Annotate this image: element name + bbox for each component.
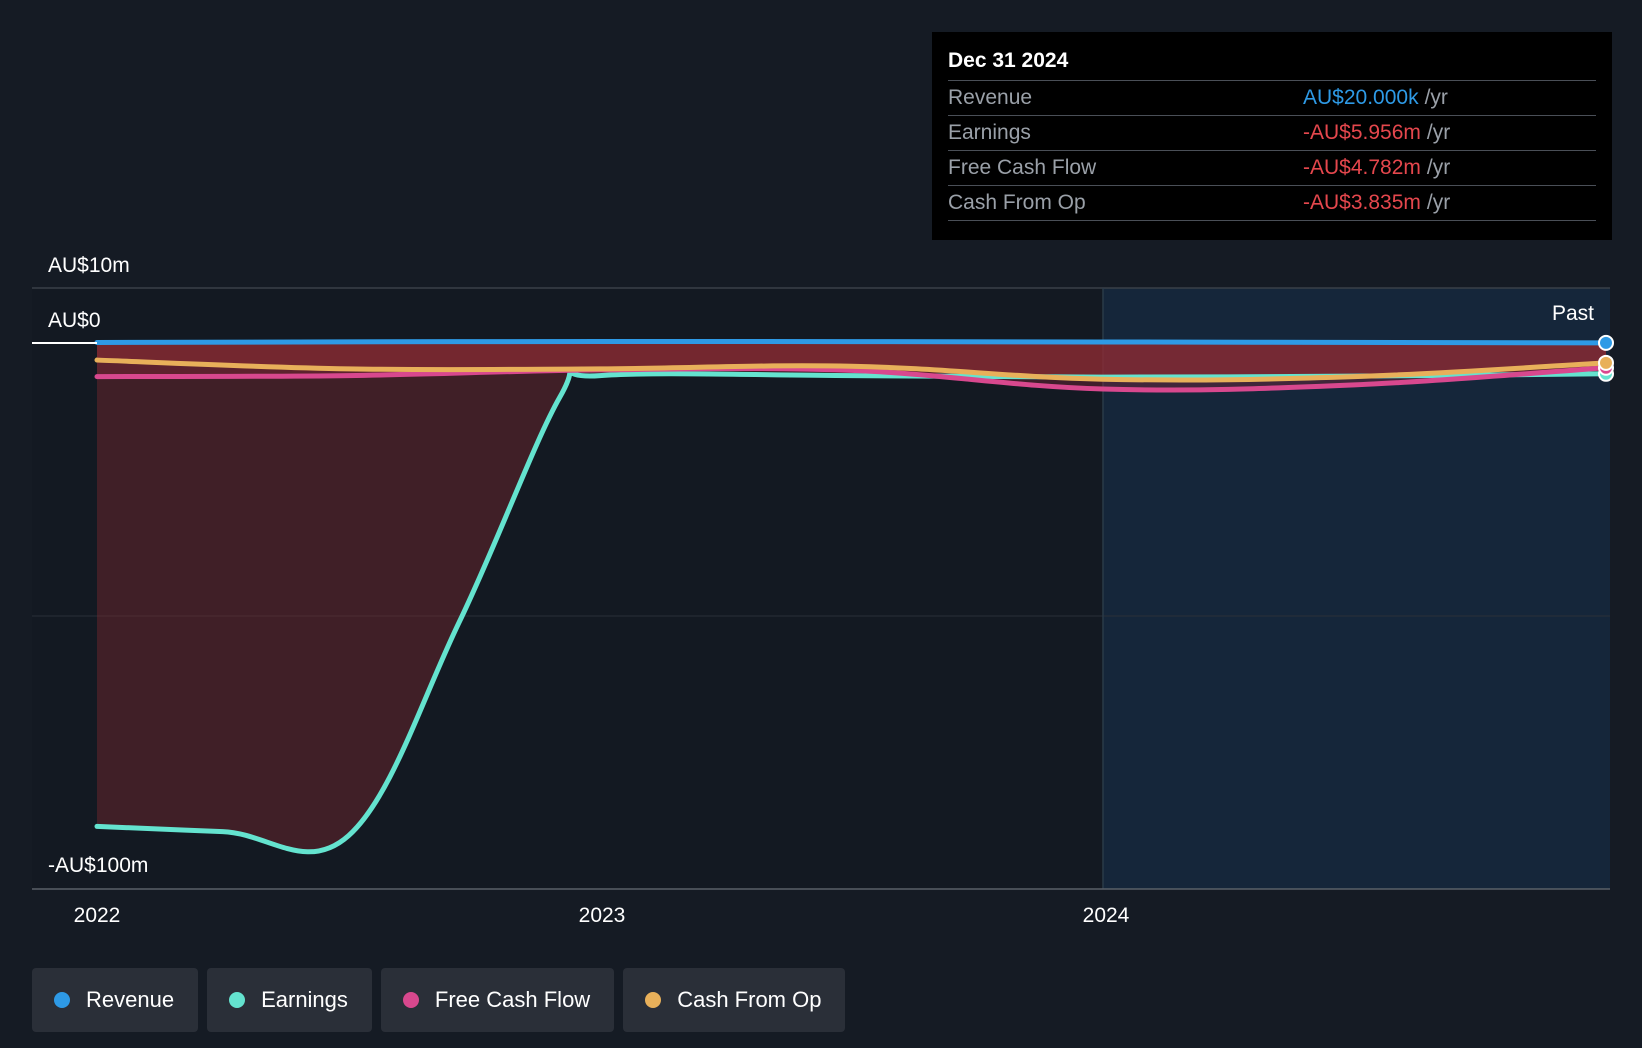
tooltip-value: -AU$5.956m [1303,121,1421,144]
legend-item-free-cash-flow[interactable]: Free Cash Flow [380,968,615,1032]
legend-item-cash-from-op[interactable]: Cash From Op [623,968,846,1032]
tooltip-unit: /yr [1426,121,1451,144]
legend-item-revenue[interactable]: Revenue [32,968,199,1032]
revenue-line [94,338,1609,346]
legend-dot-icon [402,992,419,1008]
tooltip-row-revenue: Revenue AU$20.000k /yr [948,81,1596,116]
tooltip-value: -AU$4.782m [1303,156,1421,179]
legend-dot-icon [645,992,662,1008]
x-tick-2022: 2022 [74,904,121,927]
tooltip-date: Dec 31 2024 [948,46,1596,81]
y-tick-zero: AU$0 [48,309,101,332]
x-tick-2023: 2023 [579,904,626,927]
legend-dot-icon [54,992,70,1008]
y-tick-top: AU$10m [48,254,130,277]
tooltip: Dec 31 2024 Revenue AU$20.000k /yr Earni… [932,32,1612,240]
tooltip-value: -AU$3.835m [1303,191,1421,214]
cash-from-op-end-point[interactable] [1598,354,1614,371]
free-cash-flow-line [94,365,1609,393]
cash-from-op-area [97,343,1606,381]
cash-from-op-line [94,357,1609,383]
legend-label: Free Cash Flow [434,987,591,1012]
earnings-area [97,343,1606,852]
tooltip-row-free-cash-flow: Free Cash Flow -AU$4.782m /yr [948,151,1596,186]
past-label: Past [1552,302,1594,325]
tooltip-unit: /yr [1426,191,1451,214]
tooltip-label: Earnings [948,121,1031,144]
x-tick-2024: 2024 [1083,904,1130,927]
y-tick-bottom: -AU$100m [48,854,148,877]
legend-label: Revenue [86,987,175,1012]
tooltip-unit: /yr [1426,156,1451,179]
legend-dot-icon [229,992,246,1008]
legend-label: Earnings [261,987,348,1012]
legend: Revenue Earnings Free Cash Flow Cash Fro… [32,968,846,1032]
tooltip-unit: /yr [1424,86,1448,109]
legend-item-earnings[interactable]: Earnings [207,968,372,1032]
tooltip-label: Revenue [948,86,1033,109]
tooltip-label: Free Cash Flow [948,156,1097,179]
tooltip-row-cash-from-op: Cash From Op -AU$3.835m /yr [948,186,1596,221]
tooltip-row-earnings: Earnings -AU$5.956m /yr [948,116,1596,151]
legend-label: Cash From Op [677,987,822,1012]
revenue-end-point[interactable] [1598,334,1614,351]
tooltip-label: Cash From Op [948,191,1086,214]
tooltip-value: AU$20.000k [1303,86,1419,109]
